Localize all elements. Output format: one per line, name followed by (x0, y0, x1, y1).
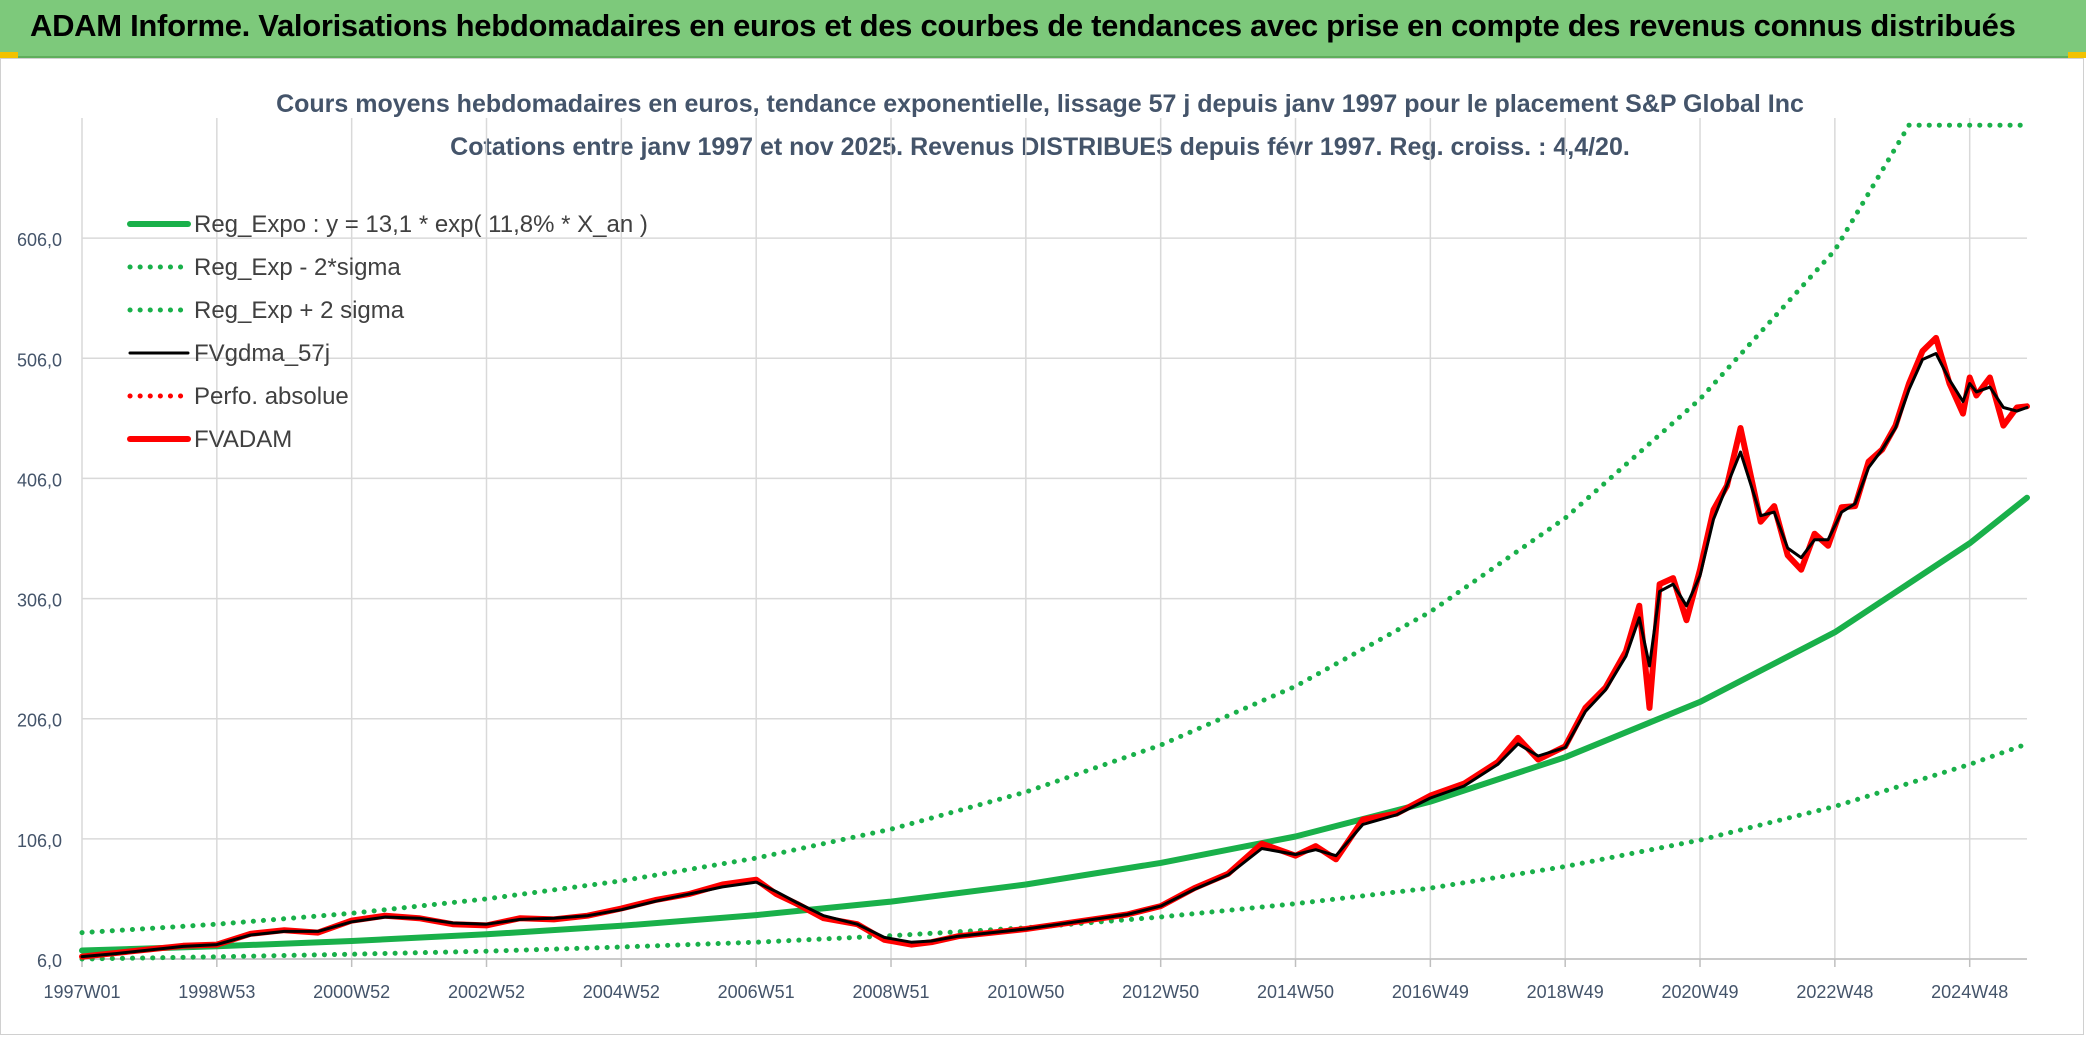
y-tick-label: 606,0 (17, 230, 62, 250)
legend-label: Reg_Exp - 2*sigma (194, 254, 401, 281)
series-line-reg-expo-y-13-1-exp-11-8-x-an (79, 494, 2030, 954)
x-tick-label: 2008W51 (852, 982, 929, 1002)
y-tick-label: 506,0 (17, 350, 62, 370)
legend-label: FVADAM (194, 426, 292, 453)
x-axis: 1997W01 1998W53 2000W52 2002W52 2004W52 2006W… (43, 958, 2027, 1002)
y-tick-label: 406,0 (17, 470, 62, 490)
x-tick-label: 2002W52 (448, 982, 525, 1002)
legend: Reg_Expo : y = 13,1 * exp( 11,8% * X_an … (127, 211, 648, 453)
right-corner-marker (2068, 52, 2086, 58)
report-banner: ADAM Informe. Valorisations hebdomadaire… (0, 0, 2086, 58)
chart-frame (0, 58, 2084, 1035)
y-tick-label: 206,0 (17, 711, 62, 731)
x-tick-label: 2022W48 (1796, 982, 1873, 1002)
legend-label: FVgdma_57j (194, 340, 330, 367)
series-line-reg-exp-2-sigma (79, 122, 2030, 936)
series-line-fvadam (79, 334, 2030, 960)
x-tick-label: 2004W52 (583, 982, 660, 1002)
chart-subtitle: Cotations entre janv 1997 et nov 2025. R… (450, 133, 1630, 161)
x-tick-label: 2012W50 (1122, 982, 1199, 1002)
x-tick-label: 2018W49 (1527, 982, 1604, 1002)
x-tick-label: 2000W52 (313, 982, 390, 1002)
report-title: ADAM Informe. Valorisations hebdomadaire… (30, 8, 2016, 43)
x-tick-label: 2010W50 (987, 982, 1064, 1002)
left-corner-marker (0, 52, 18, 58)
x-tick-label: 2020W49 (1661, 982, 1738, 1002)
series-line-fvgdma-57j (80, 352, 2029, 959)
x-tick-label: 1997W01 (43, 982, 120, 1002)
x-tick-label: 1998W53 (178, 982, 255, 1002)
grid (81, 118, 2027, 960)
y-tick-label: 6,0 (37, 951, 62, 971)
x-tick-label: 2006W51 (718, 982, 795, 1002)
chart-title: Cours moyens hebdomadaires en euros, ten… (276, 90, 1804, 118)
legend-label: Reg_Expo : y = 13,1 * exp( 11,8% * X_an … (194, 211, 648, 238)
legend-label: Reg_Exp + 2 sigma (194, 297, 405, 324)
legend-label: Perfo. absolue (194, 383, 349, 410)
x-tick-label: 2016W49 (1392, 982, 1469, 1002)
series-layer (79, 122, 2030, 962)
x-tick-label: 2014W50 (1257, 982, 1334, 1002)
y-tick-label: 306,0 (17, 591, 62, 611)
y-axis: 6,0 106,0 206,0 306,0 406,0 506,0 606,0 (17, 230, 62, 971)
y-tick-label: 106,0 (17, 831, 62, 851)
x-tick-label: 2024W48 (1931, 982, 2008, 1002)
